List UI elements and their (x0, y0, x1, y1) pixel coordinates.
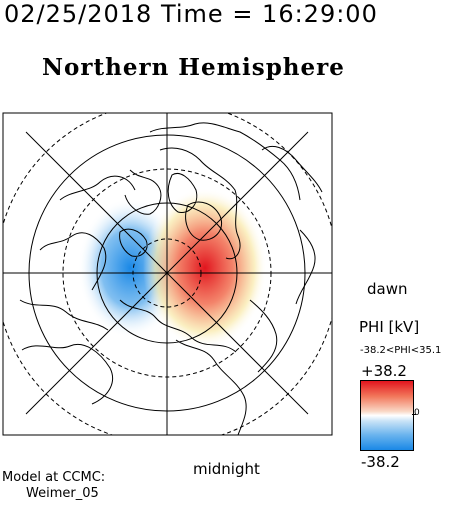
colorbar-max-label: +38.2 (361, 362, 407, 380)
hemisphere-title: Northern Hemisphere (42, 54, 345, 81)
coastlines (19, 122, 323, 435)
meridian-lines (3, 113, 332, 435)
colorbar-min-label: -38.2 (361, 453, 400, 471)
midnight-label: midnight (193, 460, 260, 478)
timestamp-title: 02/25/2018 Time = 16:29:00 (4, 0, 378, 28)
model-credit-line1: Model at CCMC: (2, 470, 106, 485)
colorbar-range: -38.2<PHI<35.1 (360, 345, 442, 356)
model-credit-line2: Weimer_05 (26, 486, 99, 501)
colorbar-title: PHI [kV] (359, 318, 420, 336)
colorbar (360, 380, 414, 451)
dawn-label: dawn (367, 280, 408, 298)
colorbar-zero-tick (412, 414, 416, 415)
colorbar-zero-label: 0 (414, 408, 420, 418)
